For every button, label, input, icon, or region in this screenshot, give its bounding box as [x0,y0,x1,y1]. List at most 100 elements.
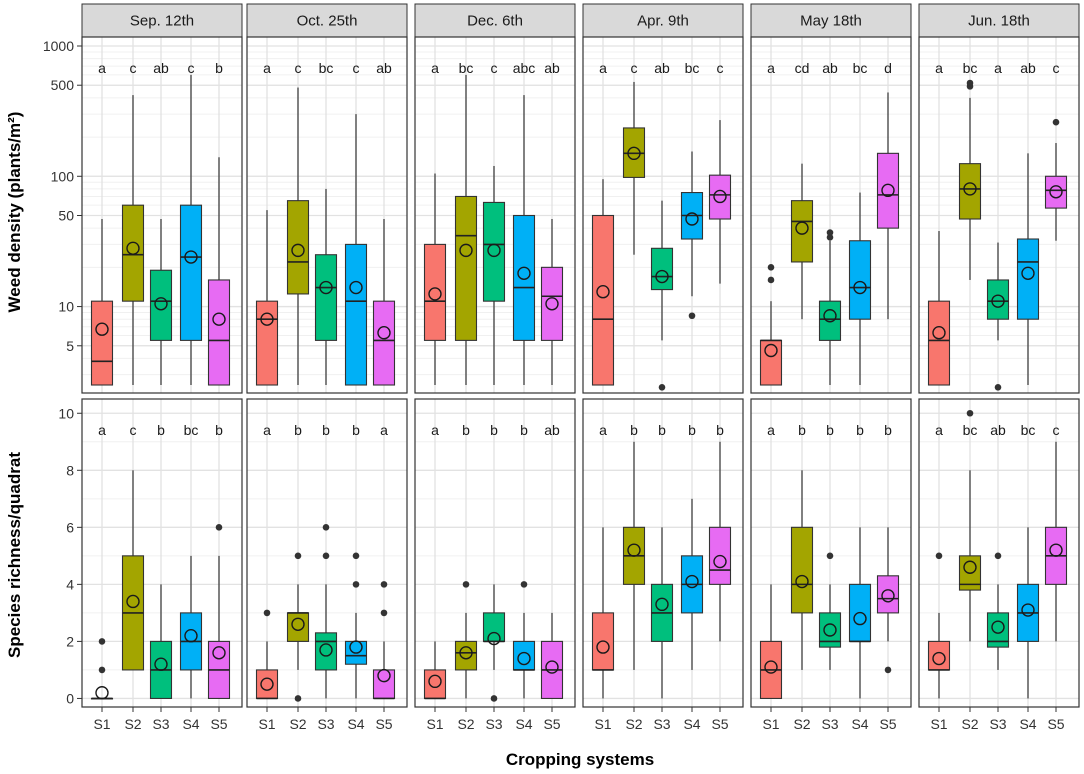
x-tick-label: S3 [653,716,670,732]
significance-letter: a [767,60,775,76]
significance-letter: b [716,422,724,438]
mean-marker [991,294,1005,308]
box-s2: cd [790,60,814,320]
box-iqr [482,201,506,302]
mean-marker [655,269,669,284]
significance-letter: bc [459,60,474,76]
mean-marker [1021,603,1035,617]
significance-letter: ab [376,60,392,76]
x-tick-label: S4 [851,716,868,732]
mean-marker [545,297,559,311]
y-axis-title-weed-density: Weed density (plants/m²) [5,112,24,313]
x-tick-label: S4 [1019,716,1036,732]
outlier-point [322,524,330,531]
facet-strip-label: Jun. 18th [968,13,1030,30]
mean-marker [627,543,641,557]
significance-letter: a [263,422,271,438]
significance-letter: c [295,60,302,76]
box-iqr [986,612,1010,648]
mean-marker [349,640,363,654]
mean-marker [154,297,168,311]
y-tick-label: 1000 [43,38,74,54]
box-iqr [372,669,396,699]
mean-marker [713,554,727,569]
box-s5: a [372,422,396,700]
mean-marker [823,309,837,323]
box-s2: c [286,60,310,385]
significance-letter: abc [513,60,536,76]
box-iqr [540,266,564,341]
outlier-point [352,581,360,588]
mean-marker [459,646,473,660]
box-s4: abc [513,60,536,385]
box-s2: c [121,60,145,385]
x-tick-label: S4 [347,716,364,732]
box-iqr [286,612,310,642]
mean-marker [1049,543,1063,557]
box-iqr [591,214,615,386]
outlier-point [322,552,330,560]
significance-letter: b [630,422,638,438]
mean-marker [963,560,977,574]
box-iqr [759,339,783,386]
mean-marker [428,287,442,301]
mean-marker [126,594,140,609]
outlier-point [352,552,360,560]
x-tick-label: S3 [989,716,1006,732]
x-tick-label: S3 [317,716,334,732]
box-iqr [848,240,872,320]
box-s5: c [1044,422,1068,642]
facet-strip [582,3,744,38]
box-iqr [790,200,814,263]
significance-letter: b [352,422,360,438]
significance-letter: a [767,422,775,438]
box-s3: ab [818,60,842,385]
panel-border [582,36,744,394]
y-tick-label: 0 [66,690,74,706]
box-s3: b [482,422,506,702]
box-iqr [1044,175,1068,209]
significance-letter: b [462,422,470,438]
box-s2: b [790,422,814,670]
outlier-point [520,581,528,588]
x-tick-label: S4 [182,716,199,732]
significance-letter: bc [963,422,978,438]
x-tick-label: S1 [594,716,611,732]
significance-letter: a [98,60,106,76]
panel-border [750,398,912,708]
mean-marker [184,250,198,264]
box-s5: c [708,60,732,284]
box-s1: a [759,60,783,386]
y-tick-label: 4 [66,576,74,592]
significance-letter: b [294,422,302,438]
outlier-point [966,409,974,417]
outlier-point [826,552,834,560]
box-s1: a [90,60,114,386]
box-iqr [986,279,1010,320]
outlier-point [1052,118,1060,126]
box-s5: b [207,60,231,386]
x-tick-label: S1 [93,716,110,732]
significance-letter: b [322,422,330,438]
significance-letter: ab [654,60,670,76]
y-tick-label: 50 [58,208,74,224]
box-s4: b [848,422,872,699]
panel-species-richness-jun-18th: a bc ab bc c S1 S2 S3 S4 S5 [918,398,1080,732]
box-s2: c [121,422,145,671]
box-iqr [927,640,951,671]
significance-letter: a [599,422,607,438]
mean-marker [1021,266,1035,281]
mean-marker [963,182,977,196]
mean-marker [881,589,895,603]
box-iqr [314,632,338,671]
outlier-point [98,638,106,645]
box-s5: ab [372,60,396,386]
mean-marker [853,611,867,626]
box-s4: b [680,422,704,670]
significance-letter: bc [1021,422,1036,438]
mean-marker [260,677,274,691]
y-tick-label: 10 [58,405,74,421]
y-tick-label: 5 [66,338,74,354]
x-tick-label: S5 [543,716,560,732]
significance-letter: c [188,60,195,76]
